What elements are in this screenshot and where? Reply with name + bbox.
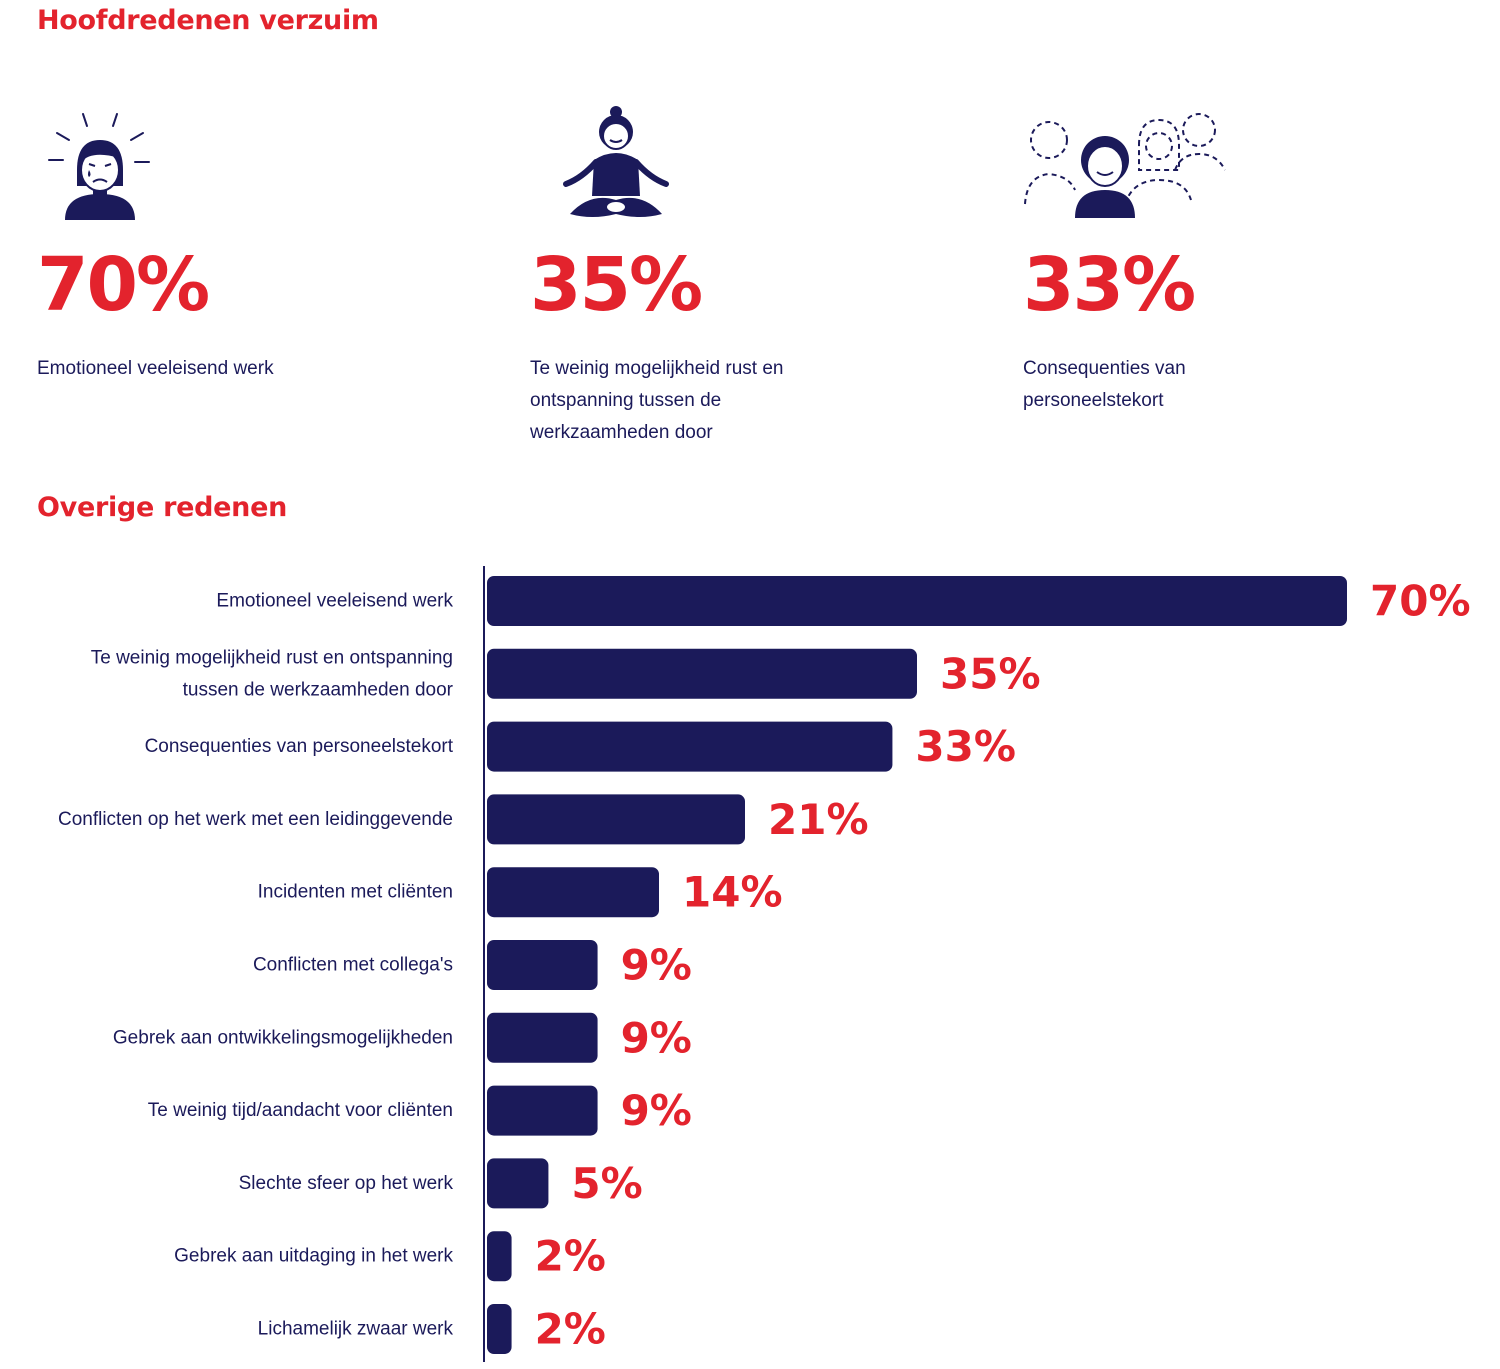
other-reasons-title: Overige redenen (37, 492, 287, 523)
category-label: Gebrek aan ontwikkelingsmogelijkheden (113, 1027, 453, 1048)
value-label: 70% (1370, 577, 1471, 626)
category-label: Te weinig tijd/aandacht voor cliënten (148, 1100, 453, 1121)
highlight-label: Te weinig mogelijkheid rust en ontspanni… (530, 358, 784, 443)
value-label: 21% (768, 795, 869, 844)
highlight-label: Consequenties van personeelstekort (1023, 358, 1186, 411)
category-label: Conflicten met collega's (253, 955, 453, 976)
bar (487, 1012, 598, 1063)
category-label: Te weinig mogelijkheid rust en ontspanni… (91, 647, 453, 668)
bar (487, 1158, 549, 1209)
meditation-icon (563, 106, 669, 217)
value-label: 14% (682, 868, 783, 917)
category-label: Slechte sfeer op het werk (239, 1173, 454, 1194)
category-label: Lichamelijk zwaar werk (258, 1319, 454, 1340)
bar (487, 1085, 598, 1136)
value-label: 33% (915, 722, 1016, 771)
stressed-person-icon (48, 113, 150, 220)
bar (487, 648, 917, 699)
highlight-label: Emotioneel veeleisend werk (37, 358, 274, 379)
category-label: tussen de werkzaamheden door (183, 679, 454, 700)
value-label: 2% (535, 1232, 606, 1281)
value-label: 9% (621, 1013, 692, 1062)
bar (487, 1231, 512, 1282)
bar (487, 867, 659, 918)
highlight-value: 33% (1023, 242, 1196, 328)
bar (487, 940, 598, 990)
category-label: Emotioneel veeleisend werk (216, 591, 453, 612)
bar (487, 576, 1347, 626)
category-label: Conflicten op het werk met een leidingge… (58, 809, 453, 830)
value-label: 35% (940, 649, 1041, 698)
highlight-value: 70% (37, 242, 210, 328)
value-label: 9% (621, 1086, 692, 1135)
main-title: Hoofdredenen verzuim (37, 5, 379, 36)
category-label: Consequenties van personeelstekort (145, 736, 454, 757)
value-label: 5% (571, 1159, 642, 1208)
other-reasons-bar-chart: Emotioneel veeleisend werk 70% Te weinig m… (58, 566, 1471, 1362)
value-label: 9% (621, 941, 692, 990)
bar (487, 1304, 512, 1354)
highlight-value: 35% (530, 242, 703, 328)
bar (487, 721, 893, 772)
category-label: Incidenten met cliënten (258, 882, 453, 903)
group-missing-people-icon (1024, 113, 1226, 218)
bar (487, 794, 745, 845)
category-label: Gebrek aan uitdaging in het werk (174, 1246, 453, 1267)
value-label: 2% (535, 1305, 606, 1354)
